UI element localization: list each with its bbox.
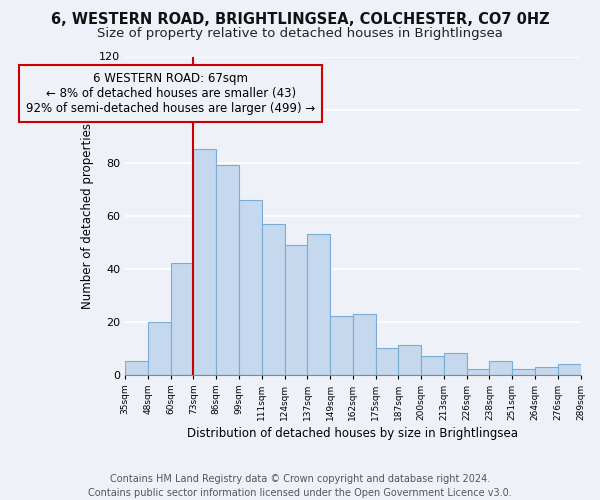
Text: Size of property relative to detached houses in Brightlingsea: Size of property relative to detached ho… bbox=[97, 28, 503, 40]
Bar bbox=[330, 316, 353, 374]
Bar bbox=[376, 348, 398, 374]
Bar bbox=[170, 264, 193, 374]
Bar bbox=[512, 370, 535, 374]
Bar bbox=[535, 366, 558, 374]
X-axis label: Distribution of detached houses by size in Brightlingsea: Distribution of detached houses by size … bbox=[187, 427, 518, 440]
Bar bbox=[444, 354, 467, 374]
Bar bbox=[490, 362, 512, 374]
Y-axis label: Number of detached properties: Number of detached properties bbox=[80, 122, 94, 308]
Bar bbox=[558, 364, 581, 374]
Bar bbox=[216, 165, 239, 374]
Bar bbox=[421, 356, 444, 374]
Bar bbox=[353, 314, 376, 374]
Bar bbox=[239, 200, 262, 374]
Bar bbox=[193, 150, 216, 374]
Bar bbox=[284, 244, 307, 374]
Text: Contains HM Land Registry data © Crown copyright and database right 2024.
Contai: Contains HM Land Registry data © Crown c… bbox=[88, 474, 512, 498]
Text: 6, WESTERN ROAD, BRIGHTLINGSEA, COLCHESTER, CO7 0HZ: 6, WESTERN ROAD, BRIGHTLINGSEA, COLCHEST… bbox=[50, 12, 550, 28]
Text: 6 WESTERN ROAD: 67sqm
← 8% of detached houses are smaller (43)
92% of semi-detac: 6 WESTERN ROAD: 67sqm ← 8% of detached h… bbox=[26, 72, 315, 116]
Bar bbox=[262, 224, 284, 374]
Bar bbox=[398, 346, 421, 374]
Bar bbox=[148, 322, 170, 374]
Bar bbox=[307, 234, 330, 374]
Bar bbox=[125, 362, 148, 374]
Bar bbox=[467, 370, 490, 374]
